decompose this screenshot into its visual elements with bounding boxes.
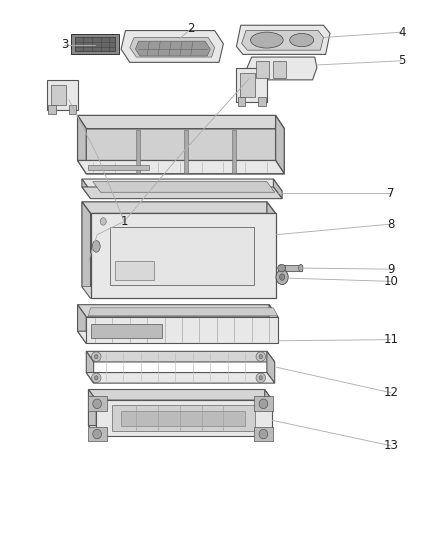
Polygon shape	[88, 425, 272, 436]
Ellipse shape	[259, 354, 262, 359]
Polygon shape	[115, 261, 154, 280]
Polygon shape	[78, 305, 278, 317]
Text: 3: 3	[61, 38, 68, 51]
Ellipse shape	[276, 270, 288, 285]
Text: 5: 5	[398, 54, 406, 67]
Polygon shape	[276, 115, 284, 174]
Ellipse shape	[278, 264, 286, 272]
Text: 4: 4	[398, 26, 406, 38]
Ellipse shape	[100, 217, 106, 225]
Polygon shape	[47, 80, 78, 110]
Polygon shape	[256, 61, 269, 78]
Ellipse shape	[92, 373, 101, 383]
Text: 13: 13	[384, 439, 398, 452]
Polygon shape	[273, 179, 282, 199]
Polygon shape	[258, 97, 265, 107]
Ellipse shape	[256, 352, 265, 361]
Polygon shape	[265, 390, 272, 436]
Polygon shape	[88, 426, 107, 441]
Polygon shape	[254, 397, 273, 411]
Ellipse shape	[279, 274, 285, 280]
Polygon shape	[237, 68, 267, 102]
Ellipse shape	[92, 240, 100, 252]
Polygon shape	[86, 351, 94, 383]
Polygon shape	[121, 30, 223, 62]
Polygon shape	[184, 130, 187, 173]
Polygon shape	[254, 426, 273, 441]
Ellipse shape	[95, 376, 98, 380]
Polygon shape	[82, 179, 282, 191]
Ellipse shape	[251, 32, 283, 48]
Polygon shape	[51, 85, 66, 105]
Polygon shape	[82, 179, 91, 199]
Polygon shape	[82, 287, 276, 298]
Polygon shape	[48, 105, 56, 114]
Ellipse shape	[259, 399, 268, 409]
Polygon shape	[267, 202, 276, 298]
Polygon shape	[82, 202, 91, 298]
Text: 10: 10	[384, 275, 398, 288]
Polygon shape	[232, 130, 236, 173]
Polygon shape	[135, 41, 210, 56]
Polygon shape	[279, 265, 302, 271]
Polygon shape	[240, 73, 254, 97]
Polygon shape	[237, 25, 330, 54]
Ellipse shape	[95, 354, 98, 359]
Polygon shape	[82, 187, 282, 199]
Polygon shape	[86, 317, 278, 343]
Ellipse shape	[256, 373, 265, 383]
Polygon shape	[113, 406, 254, 431]
Polygon shape	[86, 351, 275, 362]
Polygon shape	[273, 61, 286, 78]
Ellipse shape	[93, 429, 102, 439]
Polygon shape	[78, 115, 86, 174]
Polygon shape	[69, 105, 76, 114]
Ellipse shape	[92, 352, 101, 361]
Polygon shape	[91, 214, 276, 298]
Ellipse shape	[259, 429, 268, 439]
Text: 1: 1	[120, 215, 128, 228]
Ellipse shape	[290, 34, 314, 47]
Polygon shape	[267, 351, 275, 383]
Text: 8: 8	[387, 217, 395, 231]
Polygon shape	[91, 324, 162, 338]
Polygon shape	[130, 37, 215, 57]
Polygon shape	[78, 115, 284, 128]
Polygon shape	[238, 97, 245, 107]
Text: 2: 2	[187, 22, 194, 36]
Polygon shape	[78, 160, 284, 174]
Text: 7: 7	[387, 187, 395, 200]
Polygon shape	[78, 331, 278, 343]
Polygon shape	[93, 182, 275, 192]
Polygon shape	[247, 57, 317, 80]
Polygon shape	[88, 390, 96, 436]
Text: 11: 11	[383, 333, 399, 346]
Polygon shape	[82, 202, 276, 214]
Polygon shape	[78, 305, 86, 343]
Polygon shape	[74, 37, 116, 51]
Polygon shape	[110, 227, 254, 285]
Ellipse shape	[299, 264, 303, 272]
Ellipse shape	[93, 399, 102, 409]
Polygon shape	[96, 400, 272, 436]
Polygon shape	[121, 411, 245, 425]
Text: 12: 12	[383, 386, 399, 399]
Polygon shape	[269, 305, 278, 343]
Polygon shape	[88, 165, 149, 170]
Polygon shape	[71, 34, 119, 54]
Polygon shape	[242, 30, 323, 50]
Ellipse shape	[259, 376, 262, 380]
Polygon shape	[88, 390, 272, 400]
Polygon shape	[86, 373, 275, 383]
Polygon shape	[88, 397, 107, 411]
Polygon shape	[136, 130, 140, 173]
Polygon shape	[88, 308, 278, 316]
Polygon shape	[86, 128, 284, 174]
Text: 9: 9	[387, 263, 395, 276]
